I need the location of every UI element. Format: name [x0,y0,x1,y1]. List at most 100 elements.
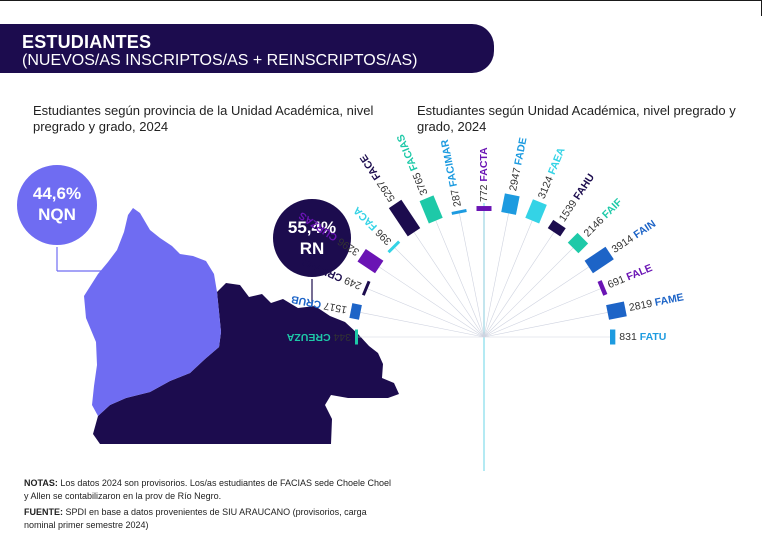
bar-category: FATU [640,331,667,343]
rn-bubble [271,197,353,279]
radial-bar-group [567,232,589,254]
bar-label-facimar: 287 FACIMAR [439,138,464,208]
radial-bar-group [547,219,566,237]
bar-category: FACA [351,204,380,233]
notes-text: Los datos 2024 son provisorios. Los/as e… [24,478,392,501]
bar-value: 1517 [320,299,348,316]
map-region-rn [93,283,399,444]
radial-spoke [483,213,509,338]
rn-label: RN [300,239,325,258]
bar-fain [584,246,614,274]
radial-bar-group [451,209,467,215]
radial-bar-group [584,246,614,274]
bar-faif [567,232,589,254]
bar-category: FAME [654,291,685,308]
bar-faca [387,240,401,254]
radial-spoke [367,288,485,338]
radial-spoke [360,312,485,338]
bar-label-face: 5297 FACE [358,152,398,204]
radial-spoke [459,213,485,338]
bar-label-facta: 772 FACTA [478,147,490,202]
bar-category: FAHU [571,172,597,202]
bar-label-fahu: 1539 FAHU [557,172,597,224]
bar-category: CURZAS [297,209,340,243]
bar-label-faca: 396 FACA [351,204,394,247]
radial-spoke [413,232,485,338]
source-text: SPDI en base a datos provenientes de SIU… [24,507,367,530]
radial-spoke [483,266,589,338]
top-rule-end [761,0,762,16]
nqn-bubble [15,163,99,247]
bar-value: 772 [478,182,490,202]
bar-value: 2947 [507,164,524,192]
bar-category: FADE [512,136,529,166]
bar-label-fain: 3914 FAIN [610,218,658,256]
bar-value: 287 [448,185,464,207]
rn-percent: 55,4% [288,218,336,237]
bar-category: FACIMAR [439,138,460,188]
map-chart-title: Estudiantes según provincia de la Unidad… [33,103,374,134]
radial-spoke [379,266,485,338]
radial-bar-group [349,303,362,320]
bar-fatu [610,329,616,345]
section-banner [0,24,494,73]
radial-spoke [435,220,485,338]
radial-bar-group [501,193,520,215]
bar-faea [525,199,547,224]
radial-bar-group [387,240,401,254]
bar-value: 2819 [628,297,656,314]
radial-bar-group [355,329,358,345]
bar-category: FAEA [546,145,568,176]
bar-category: FACE [358,152,384,182]
radial-spoke [483,232,555,338]
bar-facias [419,195,443,224]
map-region-nqn [84,208,221,416]
notes-block: NOTAS: Los datos 2024 son provisorios. L… [24,477,394,535]
radial-bar-group [388,199,421,237]
radial-bar-group [525,199,547,224]
bar-category: CREUZA [286,331,330,343]
bar-label-facias: 3765 FACIAS [394,133,430,197]
bar-category: FAIF [600,196,625,221]
bar-face [388,199,421,237]
radial-spoke [483,247,574,338]
bar-value: 344 [331,331,351,343]
radial-bar-group [357,249,384,274]
bar-fade [501,193,520,215]
bar-category: FALE [625,262,654,283]
bar-category: CRUSMA [297,255,345,284]
notes-label: NOTAS: [24,478,58,488]
bar-facimar [451,209,467,215]
radial-bar-group [606,301,627,320]
bar-category: CRUB [290,293,322,311]
bar-fale [597,280,608,296]
bar-label-fale: 691 FALE [606,262,654,291]
radial-bar-group [597,280,608,296]
bar-label-creuza: 344 CREUZA [286,331,351,343]
radial-spoke [483,288,601,338]
radial-bar-group [476,206,492,211]
radial-bar-group [419,195,443,224]
bar-label-crusma: 249 CRUSMA [297,255,363,292]
bar-label-faif: 2146 FAIF [581,196,625,240]
radial-spoke [483,220,533,338]
bar-category: FACTA [478,147,490,182]
bar-label-crub: 1517 CRUB [290,293,348,316]
bar-crusma [361,280,371,296]
bar-chart-title: Estudiantes según Unidad Académica, nive… [417,103,736,134]
radial-spoke [483,312,608,338]
radial-bar-group [361,280,371,296]
bar-label-fame: 2819 FAME [628,291,685,314]
bar-label-curzas: 3296 CURZAS [297,209,362,258]
bar-creuza [355,329,358,345]
bar-value: 831 [619,331,639,343]
top-rule [0,0,762,1]
bar-facta [476,206,492,211]
section-subtitle: (NUEVOS/AS INSCRIPTOS/AS + REINSCRIPTOS/… [22,52,418,69]
radial-spoke [394,247,485,338]
bar-category: FACIAS [394,133,420,173]
source-label: FUENTE: [24,507,63,517]
bar-label-faea: 3124 FAEA [536,145,568,200]
